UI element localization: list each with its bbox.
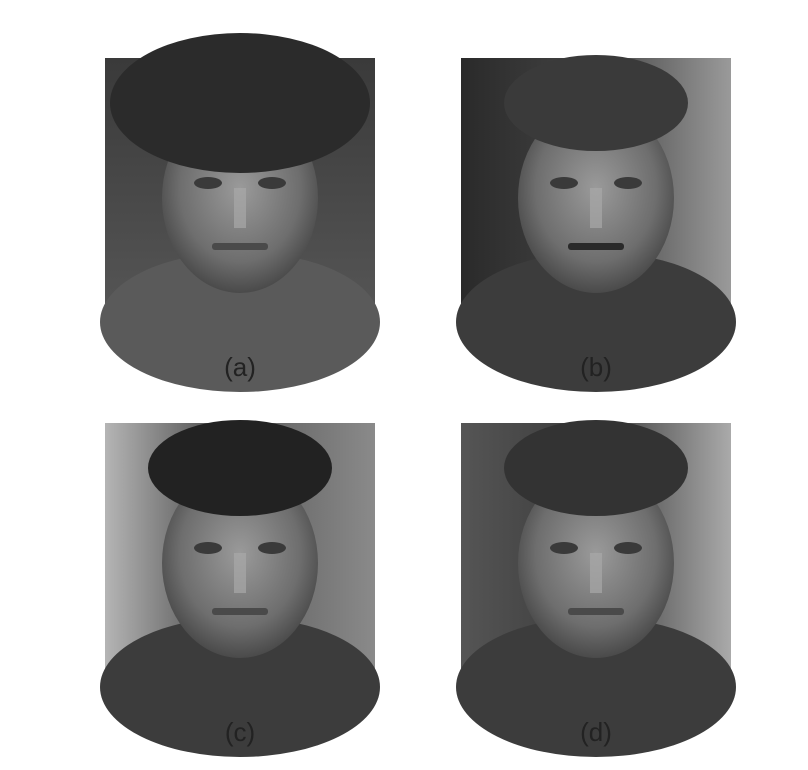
- eye: [194, 542, 222, 554]
- face-image: [100, 33, 380, 392]
- eye: [614, 542, 642, 554]
- eye: [550, 177, 578, 189]
- shoulders: [100, 252, 380, 392]
- panel-label: (c): [225, 717, 255, 747]
- mouth: [568, 608, 624, 615]
- panel-label: (a): [224, 352, 256, 382]
- hair: [504, 55, 688, 151]
- eye: [258, 177, 286, 189]
- panel-label: (b): [580, 352, 612, 382]
- eye: [258, 542, 286, 554]
- hair: [504, 420, 688, 516]
- mouth: [212, 608, 268, 615]
- hair: [110, 33, 370, 173]
- face-image: [456, 55, 736, 392]
- hair: [148, 420, 332, 516]
- nose: [590, 188, 602, 228]
- mouth: [212, 243, 268, 250]
- panel-label: (d): [580, 717, 612, 747]
- shoulders: [456, 252, 736, 392]
- shoulders: [100, 617, 380, 757]
- shoulders: [456, 617, 736, 757]
- mouth: [568, 243, 624, 250]
- eye: [550, 542, 578, 554]
- eye: [194, 177, 222, 189]
- nose: [234, 553, 246, 593]
- nose: [234, 188, 246, 228]
- face-image: [100, 420, 380, 757]
- nose: [590, 553, 602, 593]
- eye: [614, 177, 642, 189]
- face-image: [456, 420, 736, 757]
